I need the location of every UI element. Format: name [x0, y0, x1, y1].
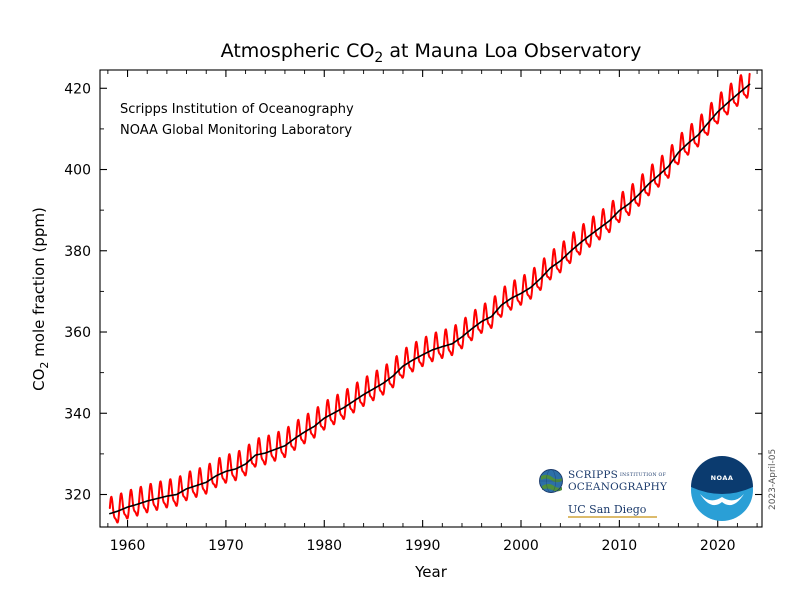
scripps-line2: OCEANOGRAPHY — [568, 481, 668, 493]
data-series-layer — [108, 72, 751, 524]
x-tick-label-1970: 1970 — [208, 538, 244, 554]
chart-title: Atmospheric CO2 at Mauna Loa Observatory — [221, 40, 642, 66]
scripps-institution-of: INSTITUTION OF — [620, 472, 666, 478]
x-axis-label: Year — [414, 563, 448, 581]
trend-co2-line — [109, 83, 751, 515]
x-tick-label-1960: 1960 — [110, 538, 146, 554]
annotation-noaa: NOAA Global Monitoring Laboratory — [120, 123, 352, 138]
scripps-logo: SCRIPPS INSTITUTION OF OCEANOGRAPHY UC S… — [539, 469, 668, 518]
y-tick-label-360: 360 — [64, 325, 91, 341]
annotation-scripps: Scripps Institution of Oceanography — [120, 102, 354, 117]
axis-ticks — [100, 70, 762, 527]
y-tick-label-420: 420 — [64, 81, 91, 97]
noaa-arc — [691, 456, 753, 494]
x-tick-label-2000: 2000 — [503, 538, 539, 554]
globe-icon — [539, 469, 563, 493]
ucsd-wordmark: UC San Diego — [568, 503, 647, 516]
monthly-co2-line — [108, 72, 751, 524]
noaa-seagull-icon — [700, 494, 744, 506]
y-axis-label: CO2 mole fraction (ppm) — [30, 207, 51, 391]
noaa-logo: NOAA — [691, 456, 753, 521]
x-tick-label-2020: 2020 — [700, 538, 736, 554]
scripps-line1: SCRIPPS — [568, 469, 618, 481]
x-tick-label-1980: 1980 — [306, 538, 342, 554]
y-tick-label-400: 400 — [64, 163, 91, 179]
y-tick-label-320: 320 — [64, 488, 91, 504]
x-tick-label-2010: 2010 — [602, 538, 638, 554]
plot-frame — [99, 69, 763, 528]
noaa-wordmark: NOAA — [711, 474, 734, 482]
y-tick-label-340: 340 — [64, 406, 91, 422]
date-stamp: 2023-April-05 — [768, 449, 778, 510]
source-annotations: Scripps Institution of Oceanography NOAA… — [120, 102, 354, 138]
axis-tick-labels: 1960 1970 1980 1990 2000 2010 2020 320 340 360 380… — [64, 81, 735, 554]
y-tick-label-380: 380 — [64, 244, 91, 260]
x-tick-label-1990: 1990 — [405, 538, 441, 554]
